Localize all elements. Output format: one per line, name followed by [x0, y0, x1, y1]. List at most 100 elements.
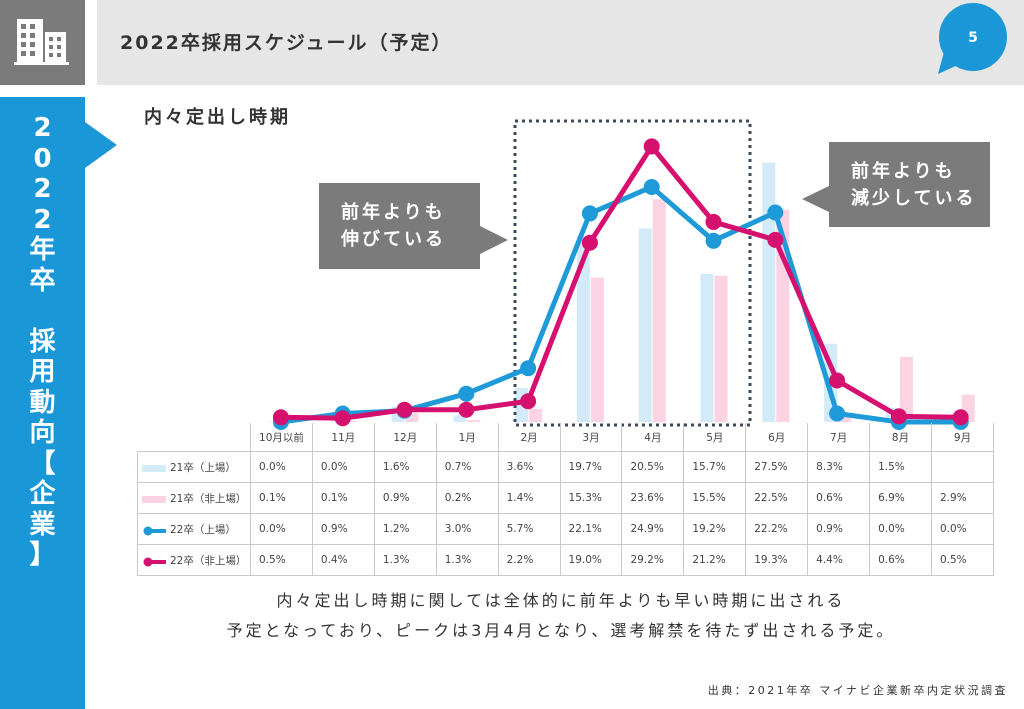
sidebar-char: 】	[29, 540, 56, 570]
page-title: 2022卒採用スケジュール（予定）	[120, 32, 453, 54]
data-label: 0.0%	[250, 451, 313, 483]
sidebar-char: 用	[29, 357, 56, 387]
data-label: 0.2%	[435, 482, 499, 514]
point-22-listed-7	[705, 232, 722, 249]
line-layer	[272, 138, 969, 430]
source-note: 出典：2021年卒 マイナビ企業新卒内定状況調査	[707, 684, 1008, 697]
sidebar-char: 2	[33, 204, 52, 235]
sidebar-char: 向	[29, 418, 56, 448]
bar-21-unlisted-5	[590, 277, 604, 422]
bar-21-listed-3	[453, 415, 467, 422]
data-label: 0.5%	[250, 544, 313, 576]
data-label: 5.7%	[497, 513, 561, 545]
data-label: 1.5%	[869, 451, 932, 483]
legend-entry: 21卒（上場）	[137, 451, 251, 483]
category-label: 12月	[373, 423, 437, 452]
table-row: 22卒（非上場） 0.5% 0.4% 1.3% 1.3% 2.2% 19.0% 29.2% 21…	[137, 544, 995, 576]
legend-swatch	[142, 465, 166, 472]
sidebar-char: 採	[29, 326, 56, 357]
data-label	[930, 451, 995, 483]
table-row: 21卒（上場） 0.0% 0.0% 1.6% 0.7% 3.6% 19.7% 20.5% 15.…	[137, 451, 995, 483]
data-label: 19.2%	[683, 513, 747, 545]
page-number: 5	[968, 30, 978, 46]
data-label: 2.9%	[930, 482, 995, 514]
highlight-box	[513, 119, 752, 427]
point-22-unlisted-1	[334, 410, 351, 427]
category-label: 9月	[930, 423, 995, 452]
bar-21-unlisted-4	[529, 408, 543, 422]
header-icon-box	[0, 0, 85, 85]
data-label: 3.6%	[497, 451, 561, 483]
point-22-listed-6	[643, 179, 660, 196]
category-label: 4月	[621, 423, 685, 452]
callout-decrease-line-2: 減少している	[851, 187, 977, 209]
bar-21-unlisted-9	[838, 416, 852, 422]
header-bar	[97, 0, 1024, 85]
category-label: 5月	[683, 423, 747, 452]
data-label: 22.2%	[745, 513, 809, 545]
data-label: 22.5%	[745, 482, 809, 514]
legend-swatch	[143, 526, 166, 536]
category-label: 7月	[807, 423, 871, 452]
summary-text: 内々定出し時期に関しては全体的に前年よりも早い時期に出される 予定となっており、…	[150, 586, 972, 646]
data-label: 3.0%	[435, 513, 499, 545]
point-22-listed-4	[520, 360, 537, 377]
bar-21-unlisted-6	[652, 199, 666, 422]
callout-decrease-line-1: 前年よりも	[851, 160, 956, 182]
legend-swatch	[142, 496, 166, 503]
legend-swatch	[143, 557, 166, 567]
point-22-unlisted-10	[890, 408, 907, 425]
data-label: 0.4%	[311, 544, 375, 576]
point-22-unlisted-4	[520, 393, 537, 410]
data-label: 0.9%	[373, 482, 437, 514]
data-label: 15.7%	[683, 451, 747, 483]
sidebar-pointer	[85, 122, 117, 168]
summary-line-2: 予定となっており、ピークは3月4月となり、選考解禁を待たず出される予定。	[226, 621, 896, 640]
point-22-unlisted-9	[829, 372, 846, 389]
bar-layer	[267, 162, 975, 422]
point-22-unlisted-6	[643, 138, 660, 155]
table-body: 21卒（上場） 0.0% 0.0% 1.6% 0.7% 3.6% 19.7% 20.5% 15.…	[137, 451, 995, 576]
data-label: 23.6%	[621, 482, 685, 514]
sidebar-char: 動	[29, 387, 56, 418]
data-label: 0.0%	[930, 513, 995, 545]
data-label: 6.9%	[869, 482, 932, 514]
data-label: 0.0%	[250, 513, 313, 545]
sidebar-char: 企	[29, 479, 56, 509]
data-label: 0.9%	[807, 513, 871, 545]
section-title: 内々定出し時期	[144, 107, 291, 128]
callout-increase-line-1: 前年よりも	[341, 202, 446, 223]
data-label: 1.4%	[497, 482, 561, 514]
legend-entry: 22卒（上場）	[137, 513, 251, 545]
callout-decrease-arrow	[802, 186, 829, 212]
callout-increase-arrow	[480, 226, 508, 254]
point-22-listed-3	[458, 385, 475, 402]
callout-increase-line-2: 伸びている	[341, 229, 446, 250]
building-icon	[14, 19, 69, 65]
legend-entry: 22卒（非上場）	[137, 544, 251, 576]
category-label: 3月	[559, 423, 623, 452]
data-label: 0.0%	[311, 451, 375, 483]
data-label: 24.9%	[621, 513, 685, 545]
data-label: 2.2%	[497, 544, 561, 576]
legend-label: 21卒（非上場）	[170, 493, 247, 505]
data-label: 19.3%	[745, 544, 809, 576]
bar-21-listed-6	[638, 228, 652, 422]
table-corner	[138, 423, 251, 452]
point-22-unlisted-2	[396, 401, 413, 418]
point-22-unlisted-0	[272, 409, 289, 426]
table-row: 22卒（上場） 0.0% 0.9% 1.2% 3.0% 5.7% 22.1% 24.9% 19.…	[137, 513, 995, 545]
point-22-unlisted-7	[705, 213, 722, 230]
category-label: 6月	[745, 423, 809, 452]
data-label: 0.0%	[869, 513, 932, 545]
point-22-listed-5	[581, 205, 598, 222]
legend-point-mark	[143, 557, 153, 567]
point-22-unlisted-8	[767, 231, 784, 248]
category-label: 11月	[311, 423, 375, 452]
data-label: 1.3%	[435, 544, 499, 576]
callout-decrease: 前年よりも 減少している	[829, 142, 990, 227]
line-22-unlisted	[280, 143, 961, 421]
